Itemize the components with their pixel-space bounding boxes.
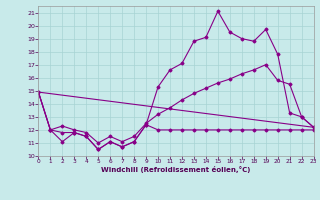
X-axis label: Windchill (Refroidissement éolien,°C): Windchill (Refroidissement éolien,°C) bbox=[101, 166, 251, 173]
